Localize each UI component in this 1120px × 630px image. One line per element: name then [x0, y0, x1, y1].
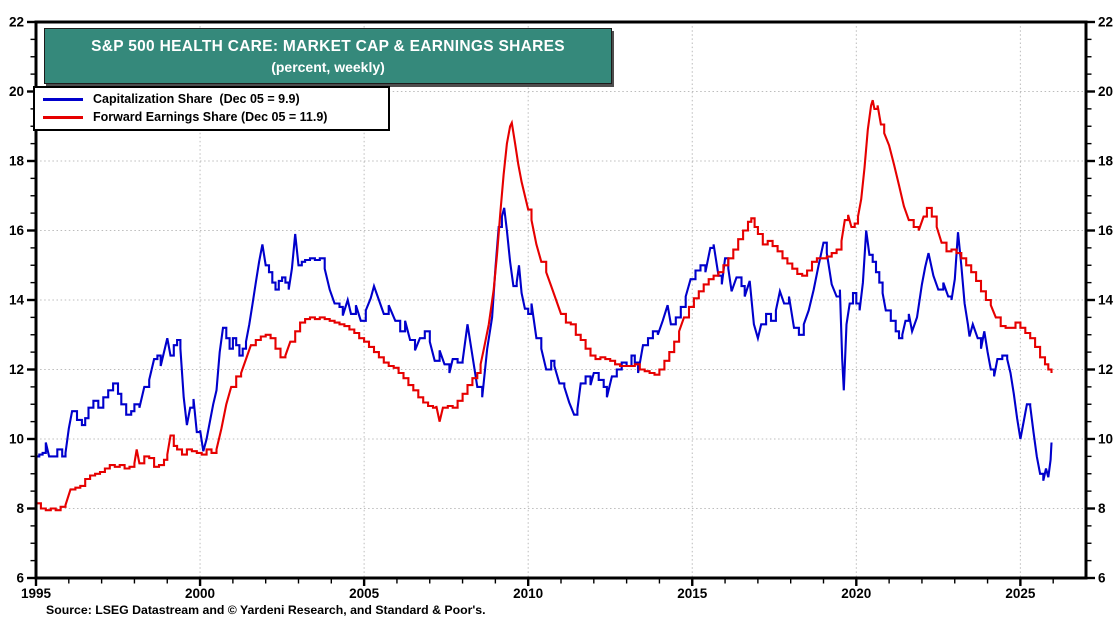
y-axis-label-right: 14	[1098, 293, 1114, 308]
y-axis-label-right: 22	[1098, 15, 1113, 30]
y-axis-label-right: 18	[1098, 154, 1114, 169]
x-axis-label: 2000	[185, 586, 215, 601]
source-text: Source: LSEG Datastream and © Yardeni Re…	[46, 603, 486, 617]
y-axis-label-left: 18	[9, 154, 25, 169]
y-axis-label-left: 6	[16, 571, 24, 586]
legend-item-forward-earnings-share: Forward Earnings Share (Dec 05 = 11.9)	[35, 108, 388, 126]
legend-label-forward-earnings-share: Forward Earnings Share (Dec 05 = 11.9)	[93, 110, 328, 124]
y-axis-label-right: 12	[1098, 362, 1113, 377]
series-line-capitalization-share	[36, 207, 1053, 481]
y-axis-label-right: 16	[1098, 223, 1114, 238]
x-axis-label: 2015	[677, 586, 708, 601]
legend-swatch-forward-earnings-share-icon	[43, 115, 83, 119]
legend-box: Capitalization Share (Dec 05 = 9.9) Forw…	[33, 86, 390, 131]
x-axis-label: 2025	[1005, 586, 1036, 601]
x-axis-label: 2005	[349, 586, 380, 601]
y-axis-label-right: 20	[1098, 84, 1113, 99]
chart-title-box: S&P 500 HEALTH CARE: MARKET CAP & EARNIN…	[44, 28, 612, 84]
legend-item-capitalization-share: Capitalization Share (Dec 05 = 9.9)	[35, 90, 388, 108]
y-axis-label-left: 10	[9, 432, 24, 447]
y-axis-label-left: 12	[9, 362, 24, 377]
y-axis-label-right: 6	[1098, 571, 1106, 586]
x-axis-label: 2010	[513, 586, 543, 601]
legend-label-capitalization-share: Capitalization Share (Dec 05 = 9.9)	[93, 92, 300, 106]
y-axis-label-right: 10	[1098, 432, 1113, 447]
y-axis-label-left: 20	[9, 84, 24, 99]
series-line-forward-earnings-share	[36, 99, 1053, 512]
x-axis-label: 2020	[841, 586, 871, 601]
y-axis-label-left: 16	[9, 223, 25, 238]
y-axis-label-left: 8	[16, 501, 24, 516]
chart-title: S&P 500 HEALTH CARE: MARKET CAP & EARNIN…	[91, 37, 565, 55]
plot-frame	[34, 20, 1088, 580]
x-axis-label: 1995	[21, 586, 52, 601]
y-axis-label-left: 22	[9, 15, 24, 30]
chart-subtitle: (percent, weekly)	[271, 59, 385, 76]
y-axis-label-right: 8	[1098, 501, 1106, 516]
y-axis-label-left: 14	[9, 293, 25, 308]
legend-swatch-capitalization-share-icon	[43, 97, 83, 101]
